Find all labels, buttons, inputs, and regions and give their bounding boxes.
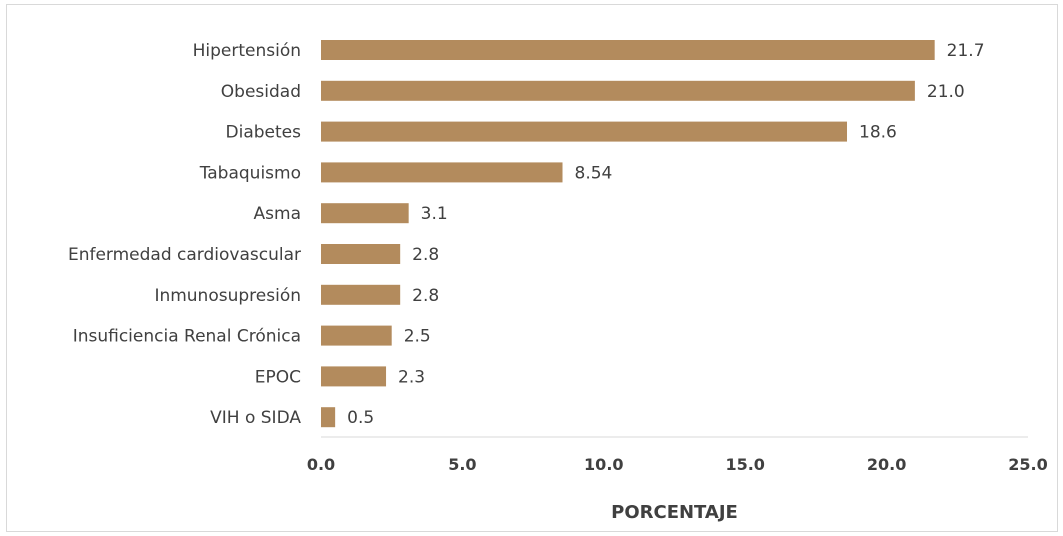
bar	[321, 325, 392, 346]
x-tick-label: 0.0	[307, 455, 335, 474]
value-label: 2.8	[412, 286, 439, 306]
value-label: 21.7	[947, 41, 985, 61]
bar	[321, 366, 387, 387]
x-tick-label: 20.0	[867, 455, 906, 474]
bar	[321, 80, 915, 101]
value-label: 3.1	[421, 204, 448, 224]
category-label: EPOC	[255, 367, 301, 387]
bar	[321, 40, 935, 60]
value-label: 8.54	[575, 163, 613, 183]
category-label: Hipertensión	[193, 41, 301, 61]
x-axis-title: PORCENTAJE	[611, 502, 738, 523]
category-label: Diabetes	[226, 123, 302, 143]
x-tick-label: 5.0	[448, 455, 476, 474]
value-label: 2.3	[398, 367, 425, 387]
category-label: Inmunosupresión	[154, 286, 301, 306]
bar	[321, 407, 336, 428]
category-label: Tabaquismo	[199, 163, 301, 183]
category-label: Insuficiencia Renal Crónica	[73, 327, 301, 347]
value-label: 21.0	[927, 82, 965, 102]
category-label: Asma	[254, 204, 301, 224]
bar	[321, 284, 401, 305]
value-label: 18.6	[859, 123, 897, 143]
x-tick-label: 15.0	[725, 455, 764, 474]
category-labels: Hipertensión Obesidad Diabetes Tabaquismo As…	[68, 41, 301, 428]
bar	[321, 162, 563, 183]
value-labels: 21.7 21.0 18.6 8.54 3.1 2.8 2.8 2.5 2.3 0.5	[347, 41, 984, 428]
category-label: VIH o SIDA	[210, 408, 301, 428]
category-label: Obesidad	[221, 82, 301, 102]
value-label: 0.5	[347, 408, 374, 428]
bars-group	[321, 40, 935, 428]
value-label: 2.5	[404, 327, 431, 347]
x-tick-label: 25.0	[1008, 455, 1047, 474]
bar	[321, 203, 409, 224]
bar	[321, 244, 401, 264]
x-tick-labels: 0.0 5.0 10.0 15.0 20.0 25.0	[307, 455, 1048, 474]
bar	[321, 121, 848, 142]
x-tick-label: 10.0	[584, 455, 623, 474]
value-label: 2.8	[412, 245, 439, 265]
category-label: Enfermedad cardiovascular	[68, 245, 301, 265]
